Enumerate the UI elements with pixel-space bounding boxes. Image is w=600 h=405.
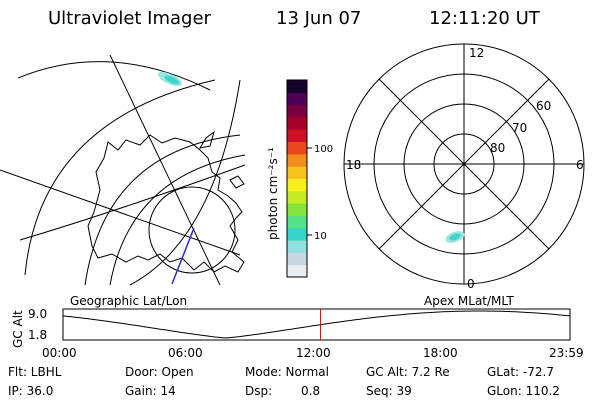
left-aurora-blob <box>158 71 182 87</box>
colorbar-cell <box>287 215 307 229</box>
mlat-label-70: 70 <box>512 121 527 135</box>
map-meridian-1 <box>109 54 221 286</box>
gc-alt-value: GC Alt: 7.2 Re <box>366 365 450 379</box>
colorbar: 100 10 photon cm⁻²s⁻¹ <box>266 79 333 278</box>
altitude-timeline: GC Alt 9.0 1.8 00:00 06:00 12:00 18:00 2… <box>11 307 584 360</box>
colorbar-cell <box>287 153 307 167</box>
colorbar-cell <box>287 203 307 216</box>
right-panel-label: Apex MLat/MLT <box>424 294 514 308</box>
instrument-title: Ultraviolet Imager <box>48 8 212 29</box>
filter-value: Flt: LBHL <box>8 365 62 379</box>
map-meridian-4 <box>19 164 246 241</box>
map-meridian-2 <box>129 79 241 286</box>
mlat-label-80: 80 <box>490 141 505 155</box>
colorbar-cell <box>287 80 307 93</box>
dsp-value: 0.8 <box>301 384 320 398</box>
door-status: Door: Open <box>125 365 194 379</box>
observation-date: 13 Jun 07 <box>276 8 361 29</box>
geographic-map <box>0 54 246 286</box>
colorbar-cell <box>287 104 307 118</box>
satellite-ground-track <box>171 227 195 285</box>
colorbar-gradient <box>287 80 307 278</box>
colorbar-cell <box>287 116 307 130</box>
coastline-island <box>229 175 245 189</box>
timeline-ytick-bottom: 1.8 <box>28 328 47 342</box>
mlt-label-12: 12 <box>469 46 484 60</box>
map-parallel-outer <box>17 61 211 91</box>
timeline-ylabel: GC Alt <box>11 310 25 348</box>
gain-value: Gain: 14 <box>125 384 176 398</box>
colorbar-cell <box>287 240 307 253</box>
colorbar-frame <box>286 79 308 278</box>
colorbar-cell <box>287 129 307 143</box>
colorbar-cell <box>287 190 307 204</box>
timeline-xtick-1200: 12:00 <box>296 346 331 360</box>
colorbar-cell <box>287 166 307 179</box>
timeline-ytick-top: 9.0 <box>28 307 47 321</box>
timeline-xtick-1800: 18:00 <box>423 346 458 360</box>
colorbar-cell <box>287 227 307 241</box>
right-aurora-blob <box>445 231 465 243</box>
polar-diagonal-2 <box>378 78 550 250</box>
altitude-curve <box>62 310 571 339</box>
timeline-xtick-0000: 00:00 <box>42 346 77 360</box>
colorbar-tick-label-100: 100 <box>314 144 333 155</box>
dsp-label: Dsp: <box>245 384 272 398</box>
map-meridian-3 <box>0 169 241 256</box>
coastline-peninsula <box>198 130 215 149</box>
map-pole-circle <box>148 186 236 274</box>
map-parallel-arc-2 <box>84 134 241 286</box>
colorbar-cell <box>287 178 307 192</box>
mlt-label-0: 0 <box>467 277 475 291</box>
timeline-frame <box>62 308 571 341</box>
left-panel-label: Geographic Lat/Lon <box>70 294 187 308</box>
colorbar-cell <box>287 264 307 278</box>
observation-time: 12:11:20 UT <box>429 8 541 29</box>
coastline <box>87 134 245 273</box>
status-footer: Flt: LBHL IP: 36.0 Door: Open Gain: 14 M… <box>8 365 560 398</box>
colorbar-cell <box>287 92 307 106</box>
glat-value: GLat: -72.7 <box>487 365 554 379</box>
mlt-label-18: 18 <box>346 158 361 172</box>
timeline-xtick-0600: 06:00 <box>168 346 203 360</box>
timeline-xtick-2359: 23:59 <box>549 346 584 360</box>
mode-value: Mode: Normal <box>245 365 329 379</box>
sequence-value: Seq: 39 <box>366 384 412 398</box>
colorbar-tick-label-10: 10 <box>314 231 327 242</box>
glon-value: GLon: 110.2 <box>487 384 560 398</box>
ip-value: IP: 36.0 <box>8 384 53 398</box>
mlt-label-6: 6 <box>576 158 584 172</box>
map-parallel-arc-3 <box>109 154 246 286</box>
colorbar-unit-label: photon cm⁻²s⁻¹ <box>266 147 280 240</box>
colorbar-cell <box>287 252 307 266</box>
colorbar-cell <box>287 141 307 155</box>
mlat-label-60: 60 <box>536 99 551 113</box>
polar-plot <box>343 43 585 285</box>
